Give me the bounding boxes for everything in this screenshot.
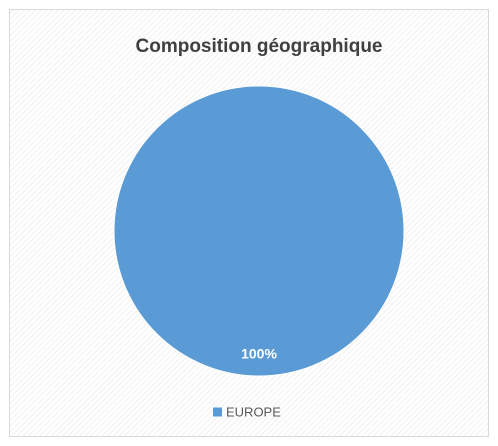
chart-title: Composition géographique: [136, 36, 383, 57]
legend-label: EUROPE: [226, 404, 281, 419]
legend-swatch: [213, 407, 222, 417]
pie-slice: [113, 85, 405, 377]
data-label: 100%: [241, 346, 277, 362]
